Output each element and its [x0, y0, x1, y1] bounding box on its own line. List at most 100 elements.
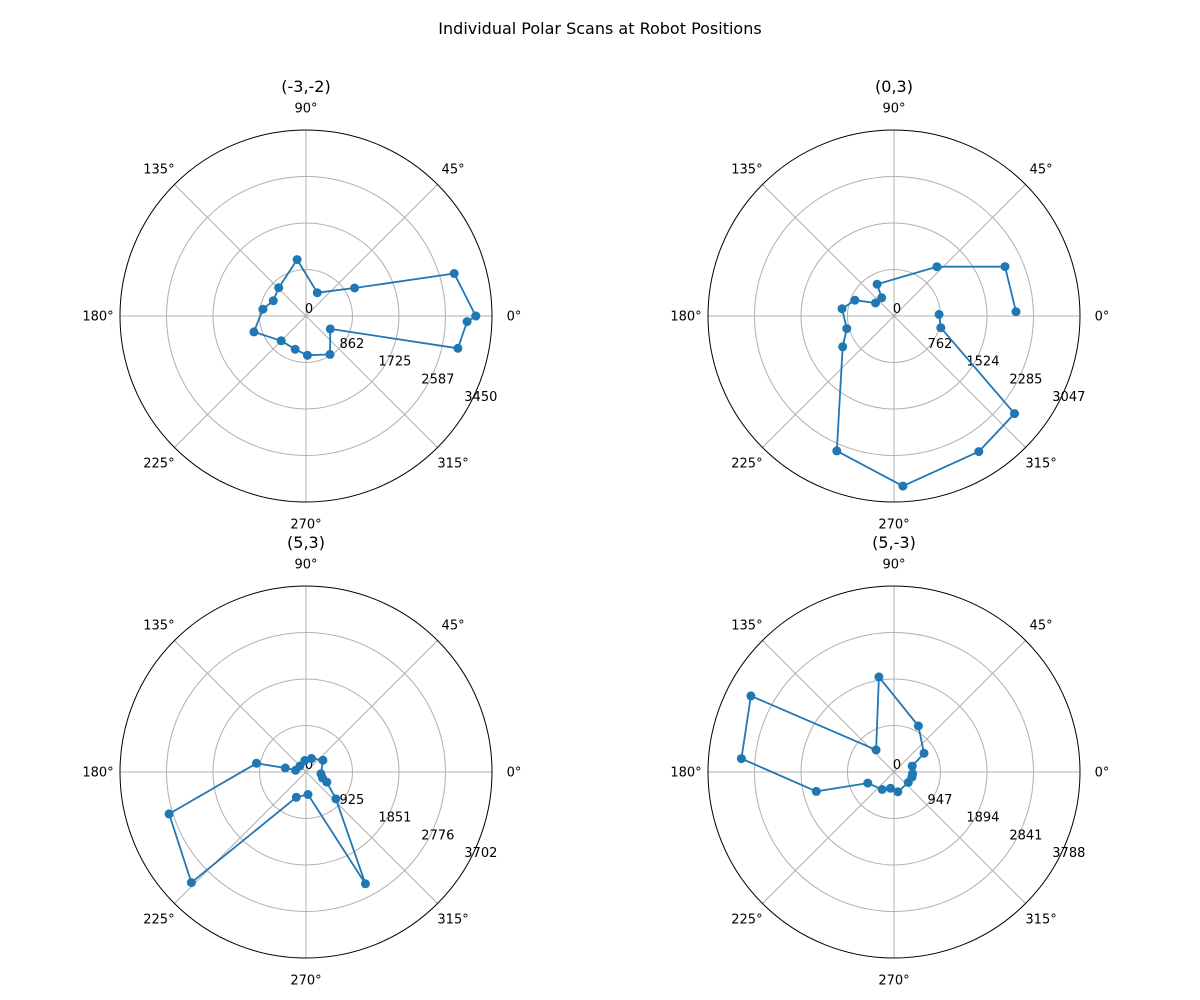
theta-tick-label: 225° — [143, 913, 174, 928]
theta-tick-label: 0° — [507, 766, 522, 781]
scan-point — [252, 758, 261, 768]
theta-tick-label: 90° — [882, 558, 905, 573]
r-tick-label: 2285 — [1009, 372, 1042, 387]
scan-point — [307, 754, 316, 763]
scan-point — [280, 763, 290, 773]
scan-point — [886, 783, 895, 793]
r-tick-label: 762 — [928, 337, 953, 352]
scan-point — [871, 298, 880, 308]
scan-point — [164, 809, 174, 819]
r-tick-label: 0 — [893, 302, 901, 317]
scan-point — [268, 296, 278, 306]
radius-gridline — [754, 632, 1034, 912]
r-tick-label: 1894 — [966, 811, 999, 826]
theta-tick-label: 225° — [143, 457, 174, 472]
scan-point — [746, 691, 756, 701]
subplot-title: (5,-3) — [872, 533, 916, 552]
theta-tick-label: 315° — [1025, 457, 1056, 472]
scan-point — [302, 350, 312, 360]
scan-point — [874, 672, 884, 682]
r-tick-label: 2776 — [421, 828, 454, 843]
theta-tick-label: 45° — [442, 162, 465, 177]
theta-tick-label: 90° — [882, 102, 905, 117]
theta-tick-label: 90° — [294, 102, 317, 117]
r-tick-label: 3702 — [464, 846, 497, 861]
scan-point — [1011, 307, 1021, 317]
polar-subplot: 0°45°90°135°180°225°270°315°076215242285… — [670, 77, 1109, 533]
scan-point — [290, 344, 300, 354]
scan-point — [877, 293, 887, 303]
theta-tick-label: 135° — [731, 162, 762, 177]
scan-point — [936, 323, 946, 333]
theta-tick-label: 0° — [1095, 766, 1110, 781]
scan-point — [838, 342, 848, 352]
scan-point — [291, 792, 301, 802]
scan-line — [168, 757, 367, 885]
scan-point — [322, 777, 332, 787]
scan-point — [913, 721, 923, 731]
theta-tick-label: 315° — [437, 457, 468, 472]
subplot-title: (0,3) — [875, 77, 913, 96]
r-tick-label: 0 — [305, 758, 313, 773]
scan-point — [934, 309, 944, 319]
scan-point — [837, 304, 847, 314]
scan-point — [811, 786, 821, 796]
scan-point — [974, 447, 984, 457]
theta-tick-label: 135° — [731, 618, 762, 633]
scan-point — [276, 336, 286, 346]
polar-frame — [707, 585, 1081, 959]
scan-point — [842, 324, 852, 334]
scan-point — [898, 481, 908, 491]
scan-line — [835, 265, 1017, 488]
theta-tick-label: 0° — [1095, 310, 1110, 325]
theta-tick-label: 0° — [507, 310, 522, 325]
subplot-title: (5,3) — [287, 533, 325, 552]
scan-point — [292, 255, 302, 265]
theta-tick-label: 180° — [670, 310, 701, 325]
theta-tick-label: 270° — [290, 518, 321, 533]
r-tick-label: 2587 — [421, 372, 454, 387]
r-tick-label: 947 — [928, 793, 953, 808]
theta-tick-label: 270° — [878, 974, 909, 989]
theta-tick-label: 315° — [437, 913, 468, 928]
scan-point — [462, 317, 472, 327]
scan-point — [471, 311, 481, 321]
scan-point — [932, 262, 942, 272]
scan-point — [1000, 262, 1010, 272]
scan-point — [258, 304, 268, 314]
r-tick-label: 2841 — [1009, 828, 1042, 843]
r-tick-label: 862 — [340, 337, 365, 352]
theta-tick-label: 180° — [82, 310, 113, 325]
theta-tick-label: 135° — [143, 618, 174, 633]
scan-point — [832, 446, 842, 456]
theta-tick-label: 45° — [1030, 162, 1053, 177]
radius-gridline — [800, 222, 988, 410]
theta-tick-label: 45° — [1030, 618, 1053, 633]
theta-tick-label: 270° — [290, 974, 321, 989]
theta-tick-label: 225° — [731, 913, 762, 928]
theta-tick-label: 225° — [731, 457, 762, 472]
theta-tick-label: 315° — [1025, 913, 1056, 928]
radius-gridline — [166, 176, 446, 456]
radius-gridline — [847, 725, 941, 819]
scan-point — [907, 761, 917, 771]
theta-tick-label: 270° — [878, 518, 909, 533]
r-tick-label: 3788 — [1052, 846, 1085, 861]
scan-point — [872, 279, 882, 289]
scan-point — [863, 778, 873, 788]
scan-point — [919, 748, 929, 758]
scan-point — [325, 324, 335, 334]
polar-subplot: 0° 45° 90° 135° 180° 225° 270° 315° 0 862 1725 2587… — [82, 77, 521, 533]
theta-tick-label: 45° — [442, 618, 465, 633]
radius-gridline — [166, 632, 446, 912]
scan-point — [877, 785, 887, 794]
scan-point — [871, 745, 881, 755]
r-tick-label: 925 — [340, 793, 365, 808]
scan-point — [893, 787, 903, 797]
scan-point — [312, 288, 322, 298]
r-tick-label: 3450 — [464, 390, 497, 405]
scan-point — [449, 269, 459, 278]
polar-frame — [119, 129, 493, 503]
polar-frame — [119, 585, 493, 959]
